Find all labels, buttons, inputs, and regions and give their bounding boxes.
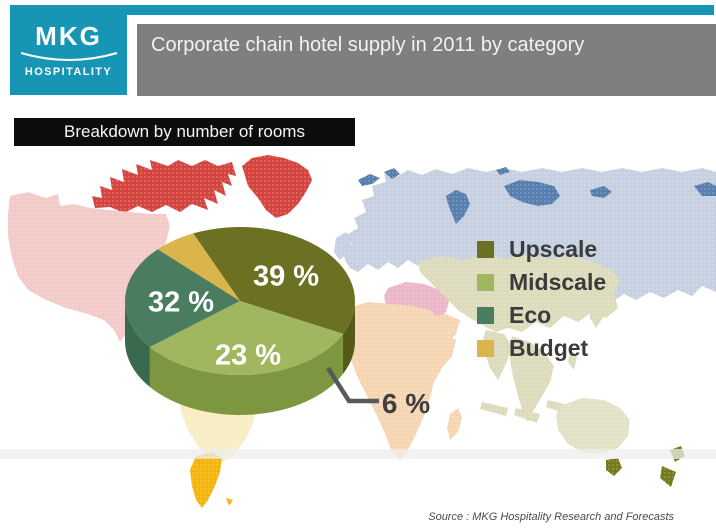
legend-item-eco: Eco (477, 302, 606, 328)
pie-slice-budget (157, 233, 240, 301)
pie-label-eco: 23 % (214, 339, 282, 372)
background-band (0, 449, 716, 459)
mkg-logo: MKG HOSPITALITY (10, 5, 127, 95)
section-label-bar: Breakdown by number of rooms (14, 118, 355, 146)
pie-slice-side-upscale (343, 301, 355, 374)
legend-swatch (477, 340, 494, 357)
title-bar: Corporate chain hotel supply in 2011 by … (137, 24, 716, 96)
legend-label: Midscale (509, 269, 607, 295)
map-dot-texture (0, 150, 716, 520)
logo-swoosh-icon (20, 51, 117, 61)
section-label: Breakdown by number of rooms (64, 122, 305, 141)
pie-label-midscale: 32 % (147, 286, 215, 319)
pie-slice-side-eco (125, 301, 150, 387)
pie-slice-upscale (193, 227, 355, 334)
callout-line (326, 366, 379, 404)
legend-swatch (477, 274, 494, 291)
pie-label-upscale: 39 % (252, 260, 320, 293)
pie-slice-side-midscale (149, 333, 344, 415)
legend-item-budget: Budget (477, 335, 606, 361)
legend-swatch (477, 241, 494, 258)
pie-slice-eco (125, 249, 240, 347)
pie-slice-midscale (149, 301, 344, 375)
legend-label: Budget (509, 335, 589, 361)
page-title: Corporate chain hotel supply in 2011 by … (151, 34, 585, 56)
pie-label-budget: 6 % (381, 388, 431, 419)
legend-item-midscale: Midscale (477, 269, 607, 295)
header-accent-strip (10, 5, 714, 15)
legend-label: Upscale (509, 236, 598, 262)
pie-chart (125, 227, 355, 415)
logo-tagline: HOSPITALITY (24, 65, 113, 78)
legend-item-upscale: Upscale (477, 236, 606, 262)
legend-label: Eco (509, 302, 552, 328)
logo-brand: MKG (35, 20, 102, 51)
legend-swatch (477, 307, 494, 324)
source-note: Source : MKG Hospitality Research and Fo… (428, 511, 674, 523)
chart-legend: Upscale Midscale Eco Budget (477, 236, 607, 373)
